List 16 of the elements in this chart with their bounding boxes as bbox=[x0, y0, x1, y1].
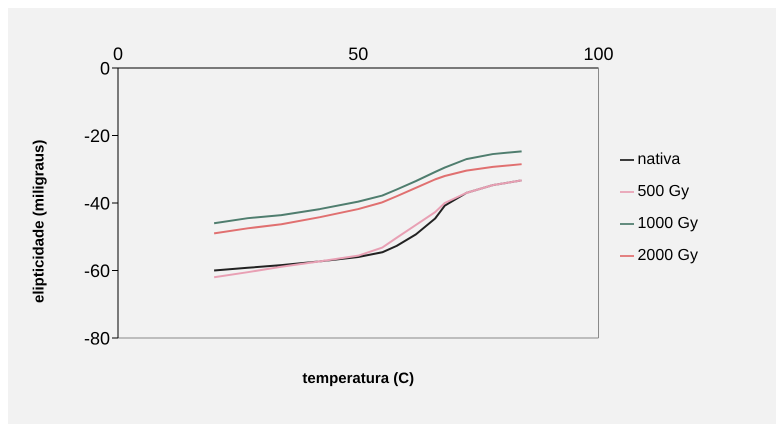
line-series bbox=[213, 150, 523, 224]
x-axis-title: temperatura (C) bbox=[302, 370, 414, 387]
x-tick-label: 100 bbox=[583, 44, 614, 64]
y-tick-label: -20 bbox=[84, 126, 110, 146]
y-tick-label: -80 bbox=[84, 328, 110, 348]
legend-label: 1000 Gy bbox=[638, 215, 698, 232]
legend-label: 2000 Gy bbox=[638, 247, 698, 264]
x-tick-label: 50 bbox=[348, 44, 368, 64]
y-tick-label: -40 bbox=[84, 193, 110, 214]
y-tick-label: -60 bbox=[84, 260, 110, 281]
y-tick-label: 0 bbox=[100, 58, 110, 78]
y-axis-title: elipticidade (miligraus) bbox=[30, 140, 48, 303]
legend-label: nativa bbox=[638, 151, 680, 168]
x-tick-label: 0 bbox=[112, 44, 124, 64]
legend-label: 500 Gy bbox=[638, 183, 690, 200]
line-series bbox=[213, 163, 523, 234]
